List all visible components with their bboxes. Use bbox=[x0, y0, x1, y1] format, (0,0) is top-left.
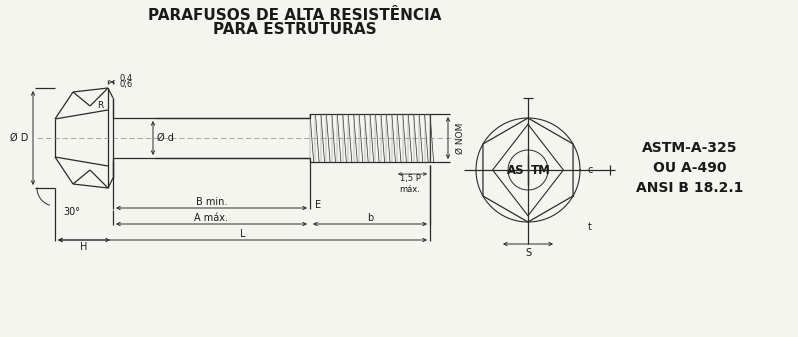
Text: OU A-490: OU A-490 bbox=[654, 161, 727, 175]
Text: 0,4: 0,4 bbox=[119, 73, 132, 83]
Text: B min.: B min. bbox=[196, 197, 227, 207]
Text: PARA ESTRUTURAS: PARA ESTRUTURAS bbox=[213, 23, 377, 37]
Text: b: b bbox=[367, 213, 373, 223]
Text: ASTM-A-325: ASTM-A-325 bbox=[642, 141, 737, 155]
Text: PARAFUSOS DE ALTA RESISTÊNCIA: PARAFUSOS DE ALTA RESISTÊNCIA bbox=[148, 8, 441, 24]
Text: 0,6: 0,6 bbox=[119, 80, 132, 89]
Text: L: L bbox=[239, 229, 245, 239]
Text: Ø D: Ø D bbox=[10, 133, 28, 143]
Text: Ø NOM: Ø NOM bbox=[456, 122, 465, 154]
Text: t: t bbox=[588, 222, 592, 232]
Text: A máx.: A máx. bbox=[195, 213, 228, 223]
Text: 30°: 30° bbox=[63, 207, 80, 217]
Text: 1,5 P
máx.: 1,5 P máx. bbox=[400, 174, 421, 194]
Text: H: H bbox=[81, 242, 88, 252]
Text: ANSI B 18.2.1: ANSI B 18.2.1 bbox=[636, 181, 744, 195]
Text: Ø d: Ø d bbox=[157, 133, 174, 143]
Text: R: R bbox=[97, 101, 103, 111]
Text: S: S bbox=[525, 248, 531, 258]
Text: E: E bbox=[315, 200, 321, 210]
Text: c: c bbox=[588, 165, 594, 175]
Text: AS: AS bbox=[508, 163, 525, 177]
Text: TM: TM bbox=[531, 163, 551, 177]
